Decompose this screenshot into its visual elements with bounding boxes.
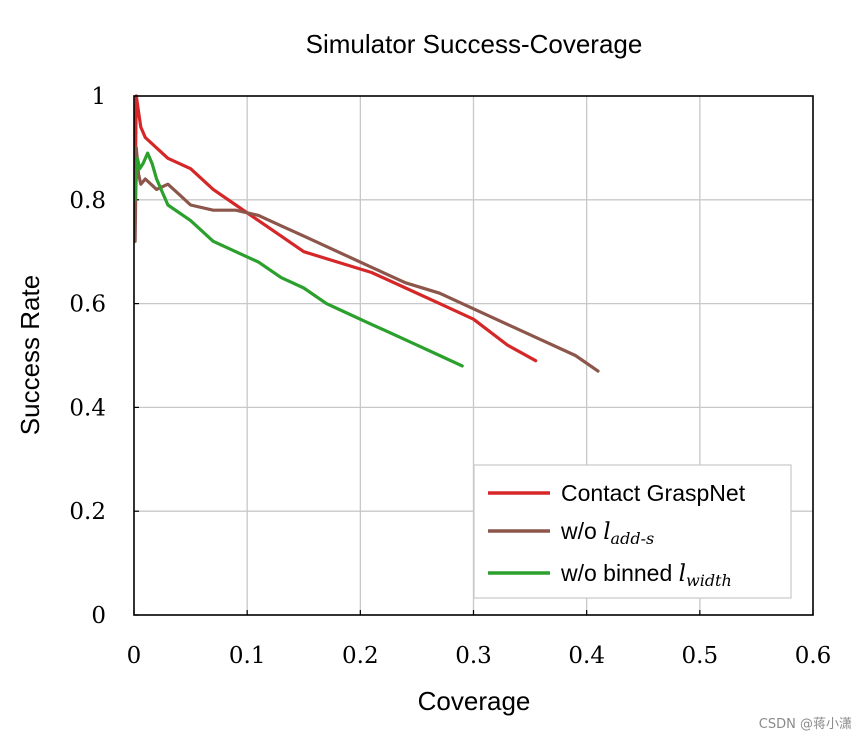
y-tick-label: 1	[91, 84, 106, 110]
legend-math-subscript: width	[686, 571, 732, 590]
legend-label-0: Contact GraspNet	[561, 480, 746, 506]
x-tick-label: 0.5	[682, 643, 719, 669]
series-lines	[133, 94, 600, 373]
y-tick-label: 0.8	[69, 188, 106, 214]
series-line-0	[133, 94, 538, 363]
x-tick-label: 0.1	[229, 643, 266, 669]
legend-math-symbol: l	[679, 561, 686, 587]
chart-title: Simulator Success-Coverage	[306, 29, 643, 59]
legend-math-symbol: l	[603, 519, 610, 545]
x-axis-label: Coverage	[418, 686, 531, 716]
legend: Contact GraspNet w/o ladd-s w/o binned lwi…	[473, 464, 792, 599]
series-line-1	[133, 146, 600, 373]
x-tick-label: 0.6	[795, 643, 832, 669]
x-tick-label: 0.3	[455, 643, 492, 669]
legend-label-2: w/o binned lwidth	[560, 560, 732, 590]
series-line-2	[133, 151, 464, 368]
plot-frame	[133, 95, 814, 616]
x-tick-label: 0.2	[342, 643, 379, 669]
legend-math-subscript: add-s	[611, 529, 655, 548]
y-tick-label: 0.2	[69, 499, 106, 525]
watermark: CSDN @蒋小潇	[759, 717, 852, 732]
y-tick-label: 0.4	[69, 395, 106, 421]
y-tick-label: 0.6	[69, 292, 106, 318]
y-tick-label: 0	[91, 603, 106, 629]
y-axis-label: Success Rate	[15, 275, 45, 435]
x-tick-label: 0.4	[568, 643, 605, 669]
legend-label-1: w/o ladd-s	[560, 518, 654, 548]
x-tick-label: 0	[127, 643, 142, 669]
x-axis-ticks: 0 0.1 0.2 0.3 0.4 0.5 0.6	[127, 610, 832, 669]
y-axis-ticks: 0 0.2 0.4 0.6 0.8 1	[69, 84, 139, 629]
